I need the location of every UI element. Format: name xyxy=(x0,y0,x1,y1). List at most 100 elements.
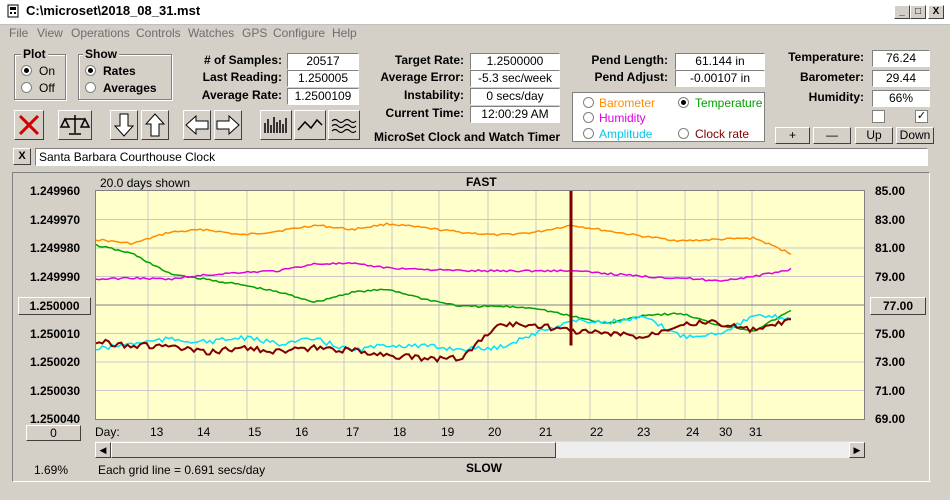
up-arrow-icon xyxy=(144,113,166,137)
menu-gps[interactable]: GPS xyxy=(242,26,268,40)
plus-button[interactable]: + xyxy=(775,127,810,144)
y-left-tick: 1.250020 xyxy=(30,355,81,369)
current-time-label: Current Time: xyxy=(385,106,464,120)
average-error-value: -5.3 sec/week xyxy=(470,70,560,87)
minus-button[interactable]: — xyxy=(813,127,851,144)
amplitude-option: Amplitude xyxy=(599,127,653,141)
average-rate-value: 1.2500109 xyxy=(287,88,359,105)
down-button[interactable]: Down xyxy=(896,127,934,144)
left-arrow-button[interactable] xyxy=(183,110,211,140)
plot-on-radio[interactable] xyxy=(21,65,32,76)
clockrate-radio[interactable] xyxy=(678,128,689,139)
clear-description-button[interactable]: X xyxy=(13,148,31,165)
show-group: Show xyxy=(78,47,172,100)
stop-button[interactable] xyxy=(14,110,44,140)
menu-file[interactable]: File xyxy=(9,26,29,40)
days-shown-label: 20.0 days shown xyxy=(100,176,191,190)
target-rate-value: 1.2500000 xyxy=(470,53,560,70)
menu-view[interactable]: View xyxy=(37,26,63,40)
humidity-label: Humidity: xyxy=(808,90,864,104)
amplitude-radio[interactable] xyxy=(583,128,594,139)
scroll-thumb[interactable] xyxy=(111,442,556,458)
day-tick: 20 xyxy=(488,425,502,439)
down-arrow-button[interactable] xyxy=(110,110,138,140)
title-bar: C:\microset\2018_08_31.mst _ □ X xyxy=(0,0,950,25)
balance-button[interactable] xyxy=(58,110,92,140)
slow-label: SLOW xyxy=(466,461,502,475)
horizontal-scrollbar[interactable]: ◀ ▶ xyxy=(95,441,865,458)
maximize-button[interactable]: □ xyxy=(910,5,926,19)
left-scale-button[interactable]: 1.250000 xyxy=(18,297,91,315)
zero-button[interactable]: 0 xyxy=(26,425,81,441)
percent-label: 1.69% xyxy=(34,463,69,477)
y-left-tick: 1.250030 xyxy=(30,384,81,398)
description-field[interactable]: Santa Barbara Courthouse Clock xyxy=(35,148,928,166)
average-error-label: Average Error: xyxy=(380,70,464,84)
sensor-select-panel xyxy=(572,92,765,142)
series-line-barometer xyxy=(95,222,792,255)
menu-watches[interactable]: Watches xyxy=(188,26,235,40)
barometer-radio[interactable] xyxy=(583,97,594,108)
checkbox-right[interactable]: ✓ xyxy=(915,110,928,123)
current-time-value: 12:00:29 AM xyxy=(470,106,560,123)
plot-off-radio[interactable] xyxy=(21,82,32,93)
humidity-value: 66% xyxy=(872,90,930,107)
chart-svg xyxy=(95,191,864,419)
instability-label: Instability: xyxy=(403,88,464,102)
scroll-left-button[interactable]: ◀ xyxy=(95,442,111,458)
checkbox-left[interactable] xyxy=(872,110,885,123)
y-right-tick: 73.00 xyxy=(875,355,906,369)
day-tick: 21 xyxy=(539,425,553,439)
barometer-value: 29.44 xyxy=(872,70,930,87)
humidity-option: Humidity xyxy=(599,111,646,125)
instability-value: 0 secs/day xyxy=(470,88,560,105)
day-tick: 14 xyxy=(197,425,211,439)
day-tick: 30 xyxy=(719,425,733,439)
plot-group: Plot xyxy=(14,47,66,100)
averages-radio[interactable] xyxy=(85,82,96,93)
rates-radio[interactable] xyxy=(85,65,96,76)
pend-length-value: 61.144 in xyxy=(675,53,765,70)
series-line-clock-rate xyxy=(95,318,792,364)
stop-x-icon xyxy=(18,114,40,136)
wave-view-button[interactable] xyxy=(328,110,360,140)
window-title: C:\microset\2018_08_31.mst xyxy=(26,3,201,18)
menu-help[interactable]: Help xyxy=(332,26,357,40)
y-left-tick: 1.250040 xyxy=(30,412,81,426)
line-view-button[interactable] xyxy=(294,110,326,140)
right-arrow-icon xyxy=(216,114,240,136)
bar-view-button[interactable] xyxy=(260,110,292,140)
samples-label: # of Samples: xyxy=(203,53,282,67)
y-right-tick: 83.00 xyxy=(875,213,906,227)
plot-group-title: Plot xyxy=(21,47,48,61)
day-tick: 16 xyxy=(295,425,309,439)
minimize-button[interactable]: _ xyxy=(894,5,910,19)
balance-scale-icon xyxy=(59,115,91,135)
humidity-radio[interactable] xyxy=(583,112,594,123)
scroll-right-button[interactable]: ▶ xyxy=(849,442,865,458)
up-arrow-button[interactable] xyxy=(141,110,169,140)
day-tick: 17 xyxy=(346,425,360,439)
averages-label: Averages xyxy=(103,81,157,95)
right-scale-button[interactable]: 77.00 xyxy=(870,297,926,315)
right-arrow-button[interactable] xyxy=(214,110,242,140)
y-left-tick: 1.249990 xyxy=(30,270,81,284)
menu-configure[interactable]: Configure xyxy=(273,26,326,40)
samples-value: 20517 xyxy=(287,53,359,70)
temperature-radio[interactable] xyxy=(678,97,689,108)
temperature-option: Temperature xyxy=(695,96,763,110)
menu-controls[interactable]: Controls xyxy=(136,26,181,40)
barometer-label: Barometer: xyxy=(799,70,864,84)
wave-icon xyxy=(331,118,357,134)
series-line-humidity xyxy=(95,262,792,282)
rates-label: Rates xyxy=(103,64,136,78)
close-button[interactable]: X xyxy=(928,5,944,19)
menu-bar: File View Operations Controls Watches GP… xyxy=(0,24,950,42)
y-left-tick: 1.249970 xyxy=(30,213,81,227)
day-tick: 15 xyxy=(248,425,262,439)
up-button[interactable]: Up xyxy=(855,127,893,144)
bar-chart-icon xyxy=(264,117,287,133)
menu-operations[interactable]: Operations xyxy=(71,26,130,40)
target-rate-label: Target Rate: xyxy=(394,53,464,67)
